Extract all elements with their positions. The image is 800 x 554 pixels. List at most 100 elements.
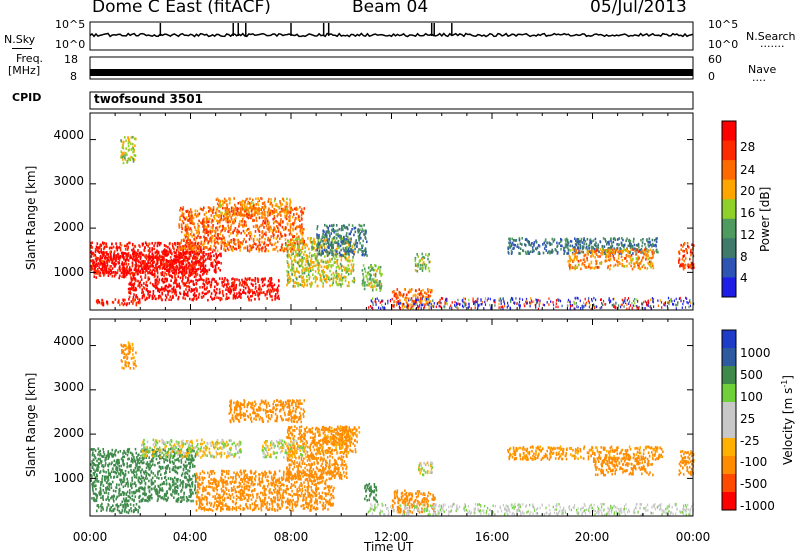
data-cell-1: [192, 257, 194, 260]
data-cell-11: [513, 246, 515, 250]
data-cell-1: [195, 272, 197, 275]
data-cell-4: [188, 238, 190, 241]
data-cell-2: [127, 287, 130, 291]
data-cell-7: [332, 254, 335, 257]
data-cell-1: [213, 269, 216, 272]
data-cell-4: [221, 224, 224, 228]
data-cell-8: [373, 268, 376, 272]
data-cell-1: [184, 265, 186, 268]
data-cell-2: [268, 290, 271, 294]
data-cell-4: [273, 220, 276, 224]
data-cell-4: [247, 228, 249, 231]
data-cell-12: [635, 257, 638, 260]
data-cell-12: [627, 250, 629, 253]
data-cell-7: [331, 246, 334, 250]
data-cell-12: [632, 262, 635, 266]
data-cell-4: [182, 215, 185, 219]
data-cell-9: [424, 298, 427, 302]
data-cell-1: [95, 271, 98, 274]
data-cell-2: [179, 292, 182, 296]
data-cell-4: [220, 230, 222, 233]
data-cell-14: [121, 153, 123, 157]
data-cell-11: [618, 237, 621, 240]
data-cell-2: [187, 277, 189, 280]
noise-point: [600, 298, 602, 301]
data-cell-7: [336, 252, 339, 256]
data-cell-6: [303, 271, 306, 275]
data-cell-2: [154, 285, 156, 288]
data-cell-13: [686, 251, 688, 255]
data-cell-4: [261, 230, 264, 233]
data-cell-4: [189, 233, 192, 236]
data-cell-1: [217, 266, 220, 270]
data-cell-12: [596, 248, 599, 252]
data-cell-4: [293, 240, 295, 243]
data-cell-4: [246, 245, 249, 248]
data-cell-5: [289, 204, 291, 207]
data-cell-7: [321, 235, 324, 238]
data-cell-1: [196, 252, 199, 255]
data-cell-6: [345, 271, 347, 274]
data-cell-6: [325, 277, 328, 280]
data-cell-4: [242, 229, 245, 233]
data-cell-6: [340, 285, 342, 288]
data-cell-12: [574, 266, 576, 269]
data-cell-6: [342, 265, 345, 269]
data-cell-11: [612, 237, 615, 241]
data-cell-1: [93, 270, 95, 274]
data-cell-1: [192, 251, 194, 254]
data-cell-1: [163, 256, 165, 259]
data-cell-6: [287, 270, 290, 274]
data-cell-4: [236, 212, 239, 215]
data-cell-4: [205, 215, 208, 219]
data-cell-8: [369, 273, 372, 277]
data-cell-0: [95, 262, 98, 266]
data-cell-2: [175, 293, 177, 297]
noise-point: [387, 299, 389, 303]
data-cell-12: [635, 253, 637, 256]
data-cell-12: [633, 265, 636, 268]
data-cell-4: [190, 212, 193, 215]
data-cell-6: [337, 283, 339, 287]
data-cell-5: [286, 209, 288, 212]
data-cell-2: [182, 281, 184, 285]
data-cell-2: [254, 293, 257, 296]
data-cell-0: [124, 244, 126, 248]
data-cell-1: [125, 252, 128, 256]
data-cell-10: [421, 252, 424, 256]
data-cell-5: [217, 204, 220, 207]
data-cell-11: [528, 241, 530, 244]
data-cell-10: [421, 263, 424, 267]
data-cell-0: [162, 263, 164, 267]
data-cell-2: [215, 280, 217, 283]
data-cell-11: [545, 245, 548, 248]
data-cell-13: [689, 250, 692, 254]
data-cell-2: [216, 287, 218, 291]
data-cell-0: [175, 272, 178, 275]
data-cell-4: [284, 234, 287, 237]
data-cell-11: [610, 237, 612, 240]
data-cell-4: [180, 206, 182, 210]
data-cell-4: [249, 248, 251, 251]
data-cell-11: [594, 237, 597, 241]
data-cell-0: [172, 244, 174, 247]
data-cell-4: [182, 212, 185, 216]
data-cell-11: [507, 247, 510, 251]
data-cell-8: [364, 284, 366, 287]
data-cell-3: [111, 300, 114, 304]
data-cell-11: [510, 249, 513, 253]
data-cell-9: [399, 299, 401, 302]
data-cell-5: [237, 202, 240, 205]
noise-point: [474, 303, 476, 306]
data-cell-1: [136, 253, 139, 256]
data-cell-4: [217, 235, 219, 238]
data-cell-4: [205, 219, 208, 223]
data-cell-12: [631, 267, 634, 271]
data-cell-4: [277, 213, 279, 216]
data-cell-4: [227, 248, 230, 252]
noise-point: [402, 307, 404, 310]
data-cell-11: [576, 237, 578, 241]
data-cell-1: [162, 252, 164, 256]
data-cell-4: [208, 206, 211, 210]
data-cell-4: [270, 235, 272, 238]
